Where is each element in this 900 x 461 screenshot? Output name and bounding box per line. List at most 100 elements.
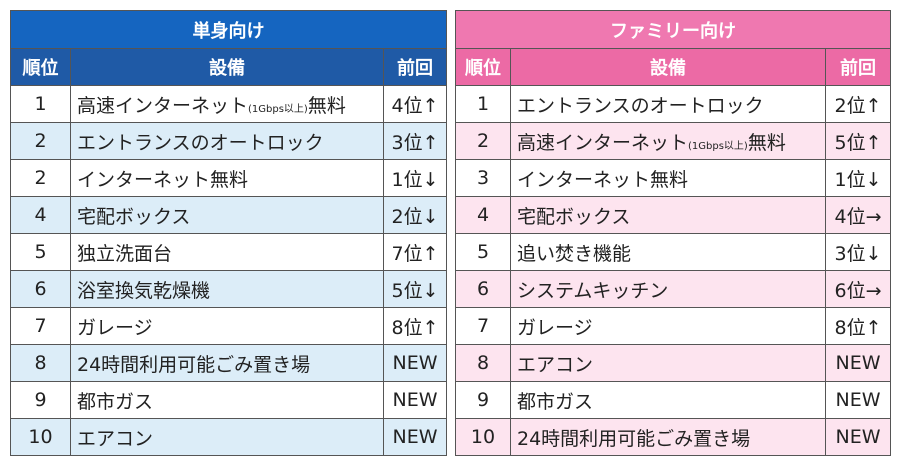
table-row: 1 エントランスのオートロック 2位↑ <box>455 85 892 123</box>
rank: 9 <box>10 381 71 419</box>
previous-rank: 6位→ <box>824 270 892 308</box>
previous-rank: 1位↓ <box>824 159 892 197</box>
header-row: 順位 設備 前回 <box>455 48 892 86</box>
header-row: 順位 設備 前回 <box>10 48 448 86</box>
previous-rank: 5位↑ <box>824 122 892 160</box>
previous-rank: NEW <box>824 381 892 419</box>
column-header: 設備 <box>510 48 826 86</box>
table-row: 8 24時間利用可能ごみ置き場 NEW <box>10 344 448 382</box>
table-row: 2 インターネット無料 1位↓ <box>10 159 448 197</box>
facility-part: (1Gbps以上) <box>248 103 308 115</box>
facility: 高速インターネット(1Gbps以上)無料 <box>510 122 826 160</box>
facility: 都市ガス <box>70 381 384 419</box>
rank: 5 <box>10 233 71 271</box>
previous-rank: 3位↓ <box>824 233 892 271</box>
facility-part: (1Gbps以上) <box>688 140 748 152</box>
ranking-table: 単身向け 順位 設備 前回 1 高速インターネット(1Gbps以上)無料 4位↑ 2 エントラン… <box>9 10 448 456</box>
table-row: 9 都市ガス NEW <box>455 381 892 419</box>
facility: ガレージ <box>70 307 384 345</box>
table-row: 1 高速インターネット(1Gbps以上)無料 4位↑ <box>10 85 448 123</box>
previous-rank: NEW <box>824 418 892 456</box>
previous-rank: 3位↑ <box>382 122 448 160</box>
table-row: 6 システムキッチン 6位→ <box>455 270 892 308</box>
previous-rank: 4位↑ <box>382 85 448 123</box>
rank: 8 <box>455 344 511 382</box>
previous-rank: NEW <box>382 344 448 382</box>
rank: 2 <box>10 122 71 160</box>
rank: 10 <box>10 418 71 456</box>
title-row: ファミリー向け <box>454 10 892 49</box>
rank: 10 <box>455 418 511 456</box>
column-header: 順位 <box>10 48 71 86</box>
rank: 6 <box>10 270 71 308</box>
table-row: 7 ガレージ 8位↑ <box>455 307 892 345</box>
facility: 宅配ボックス <box>70 196 384 234</box>
previous-rank: NEW <box>382 418 448 456</box>
title-row: 単身向け <box>9 10 448 49</box>
previous-rank: 2位↑ <box>824 85 892 123</box>
facility: エアコン <box>70 418 384 456</box>
facility: 24時間利用可能ごみ置き場 <box>70 344 384 382</box>
facility: 高速インターネット(1Gbps以上)無料 <box>70 85 384 123</box>
table-title: 単身向け <box>9 10 448 49</box>
table-row: 4 宅配ボックス 4位→ <box>455 196 892 234</box>
facility: 独立洗面台 <box>70 233 384 271</box>
previous-rank: 7位↑ <box>382 233 448 271</box>
table-row: 5 追い焚き機能 3位↓ <box>455 233 892 271</box>
facility-part: 高速インターネット <box>77 94 249 117</box>
rank: 4 <box>455 196 511 234</box>
table-row: 9 都市ガス NEW <box>10 381 448 419</box>
table-row: 2 高速インターネット(1Gbps以上)無料 5位↑ <box>455 122 892 160</box>
previous-rank: 1位↓ <box>382 159 448 197</box>
facility-part: 高速インターネット <box>517 131 689 154</box>
ranking-table: ファミリー向け 順位 設備 前回 1 エントランスのオートロック 2位↑ 2 高速インターネット… <box>454 10 892 456</box>
facility-part: 無料 <box>307 94 346 117</box>
facility: ガレージ <box>510 307 826 345</box>
table-row: 5 独立洗面台 7位↑ <box>10 233 448 271</box>
facility: インターネット無料 <box>70 159 384 197</box>
table-row: 8 エアコン NEW <box>455 344 892 382</box>
previous-rank: 8位↑ <box>382 307 448 345</box>
table-row: 3 インターネット無料 1位↓ <box>455 159 892 197</box>
column-header: 前回 <box>382 48 448 86</box>
facility: 浴室換気乾燥機 <box>70 270 384 308</box>
table-row: 6 浴室換気乾燥機 5位↓ <box>10 270 448 308</box>
rank: 2 <box>455 122 511 160</box>
facility: エントランスのオートロック <box>70 122 384 160</box>
table-row: 10 エアコン NEW <box>10 418 448 456</box>
previous-rank: NEW <box>824 344 892 382</box>
previous-rank: 5位↓ <box>382 270 448 308</box>
table-row: 7 ガレージ 8位↑ <box>10 307 448 345</box>
column-header: 前回 <box>824 48 892 86</box>
rank: 2 <box>10 159 71 197</box>
previous-rank: NEW <box>382 381 448 419</box>
rank: 1 <box>10 85 71 123</box>
facility: 24時間利用可能ごみ置き場 <box>510 418 826 456</box>
rank: 5 <box>455 233 511 271</box>
table-title: ファミリー向け <box>454 10 892 49</box>
rank: 7 <box>455 307 511 345</box>
facility-part: 無料 <box>747 131 786 154</box>
facility: インターネット無料 <box>510 159 826 197</box>
facility: エアコン <box>510 344 826 382</box>
table-row: 2 エントランスのオートロック 3位↑ <box>10 122 448 160</box>
rank: 3 <box>455 159 511 197</box>
rank: 6 <box>455 270 511 308</box>
previous-rank: 8位↑ <box>824 307 892 345</box>
previous-rank: 4位→ <box>824 196 892 234</box>
facility: 追い焚き機能 <box>510 233 826 271</box>
rank: 7 <box>10 307 71 345</box>
table-row: 4 宅配ボックス 2位↓ <box>10 196 448 234</box>
previous-rank: 2位↓ <box>382 196 448 234</box>
rank: 9 <box>455 381 511 419</box>
facility: 宅配ボックス <box>510 196 826 234</box>
column-header: 順位 <box>455 48 511 86</box>
rank: 8 <box>10 344 71 382</box>
rank: 1 <box>455 85 511 123</box>
facility: エントランスのオートロック <box>510 85 826 123</box>
facility: 都市ガス <box>510 381 826 419</box>
facility: システムキッチン <box>510 270 826 308</box>
table-row: 10 24時間利用可能ごみ置き場 NEW <box>455 418 892 456</box>
rank: 4 <box>10 196 71 234</box>
